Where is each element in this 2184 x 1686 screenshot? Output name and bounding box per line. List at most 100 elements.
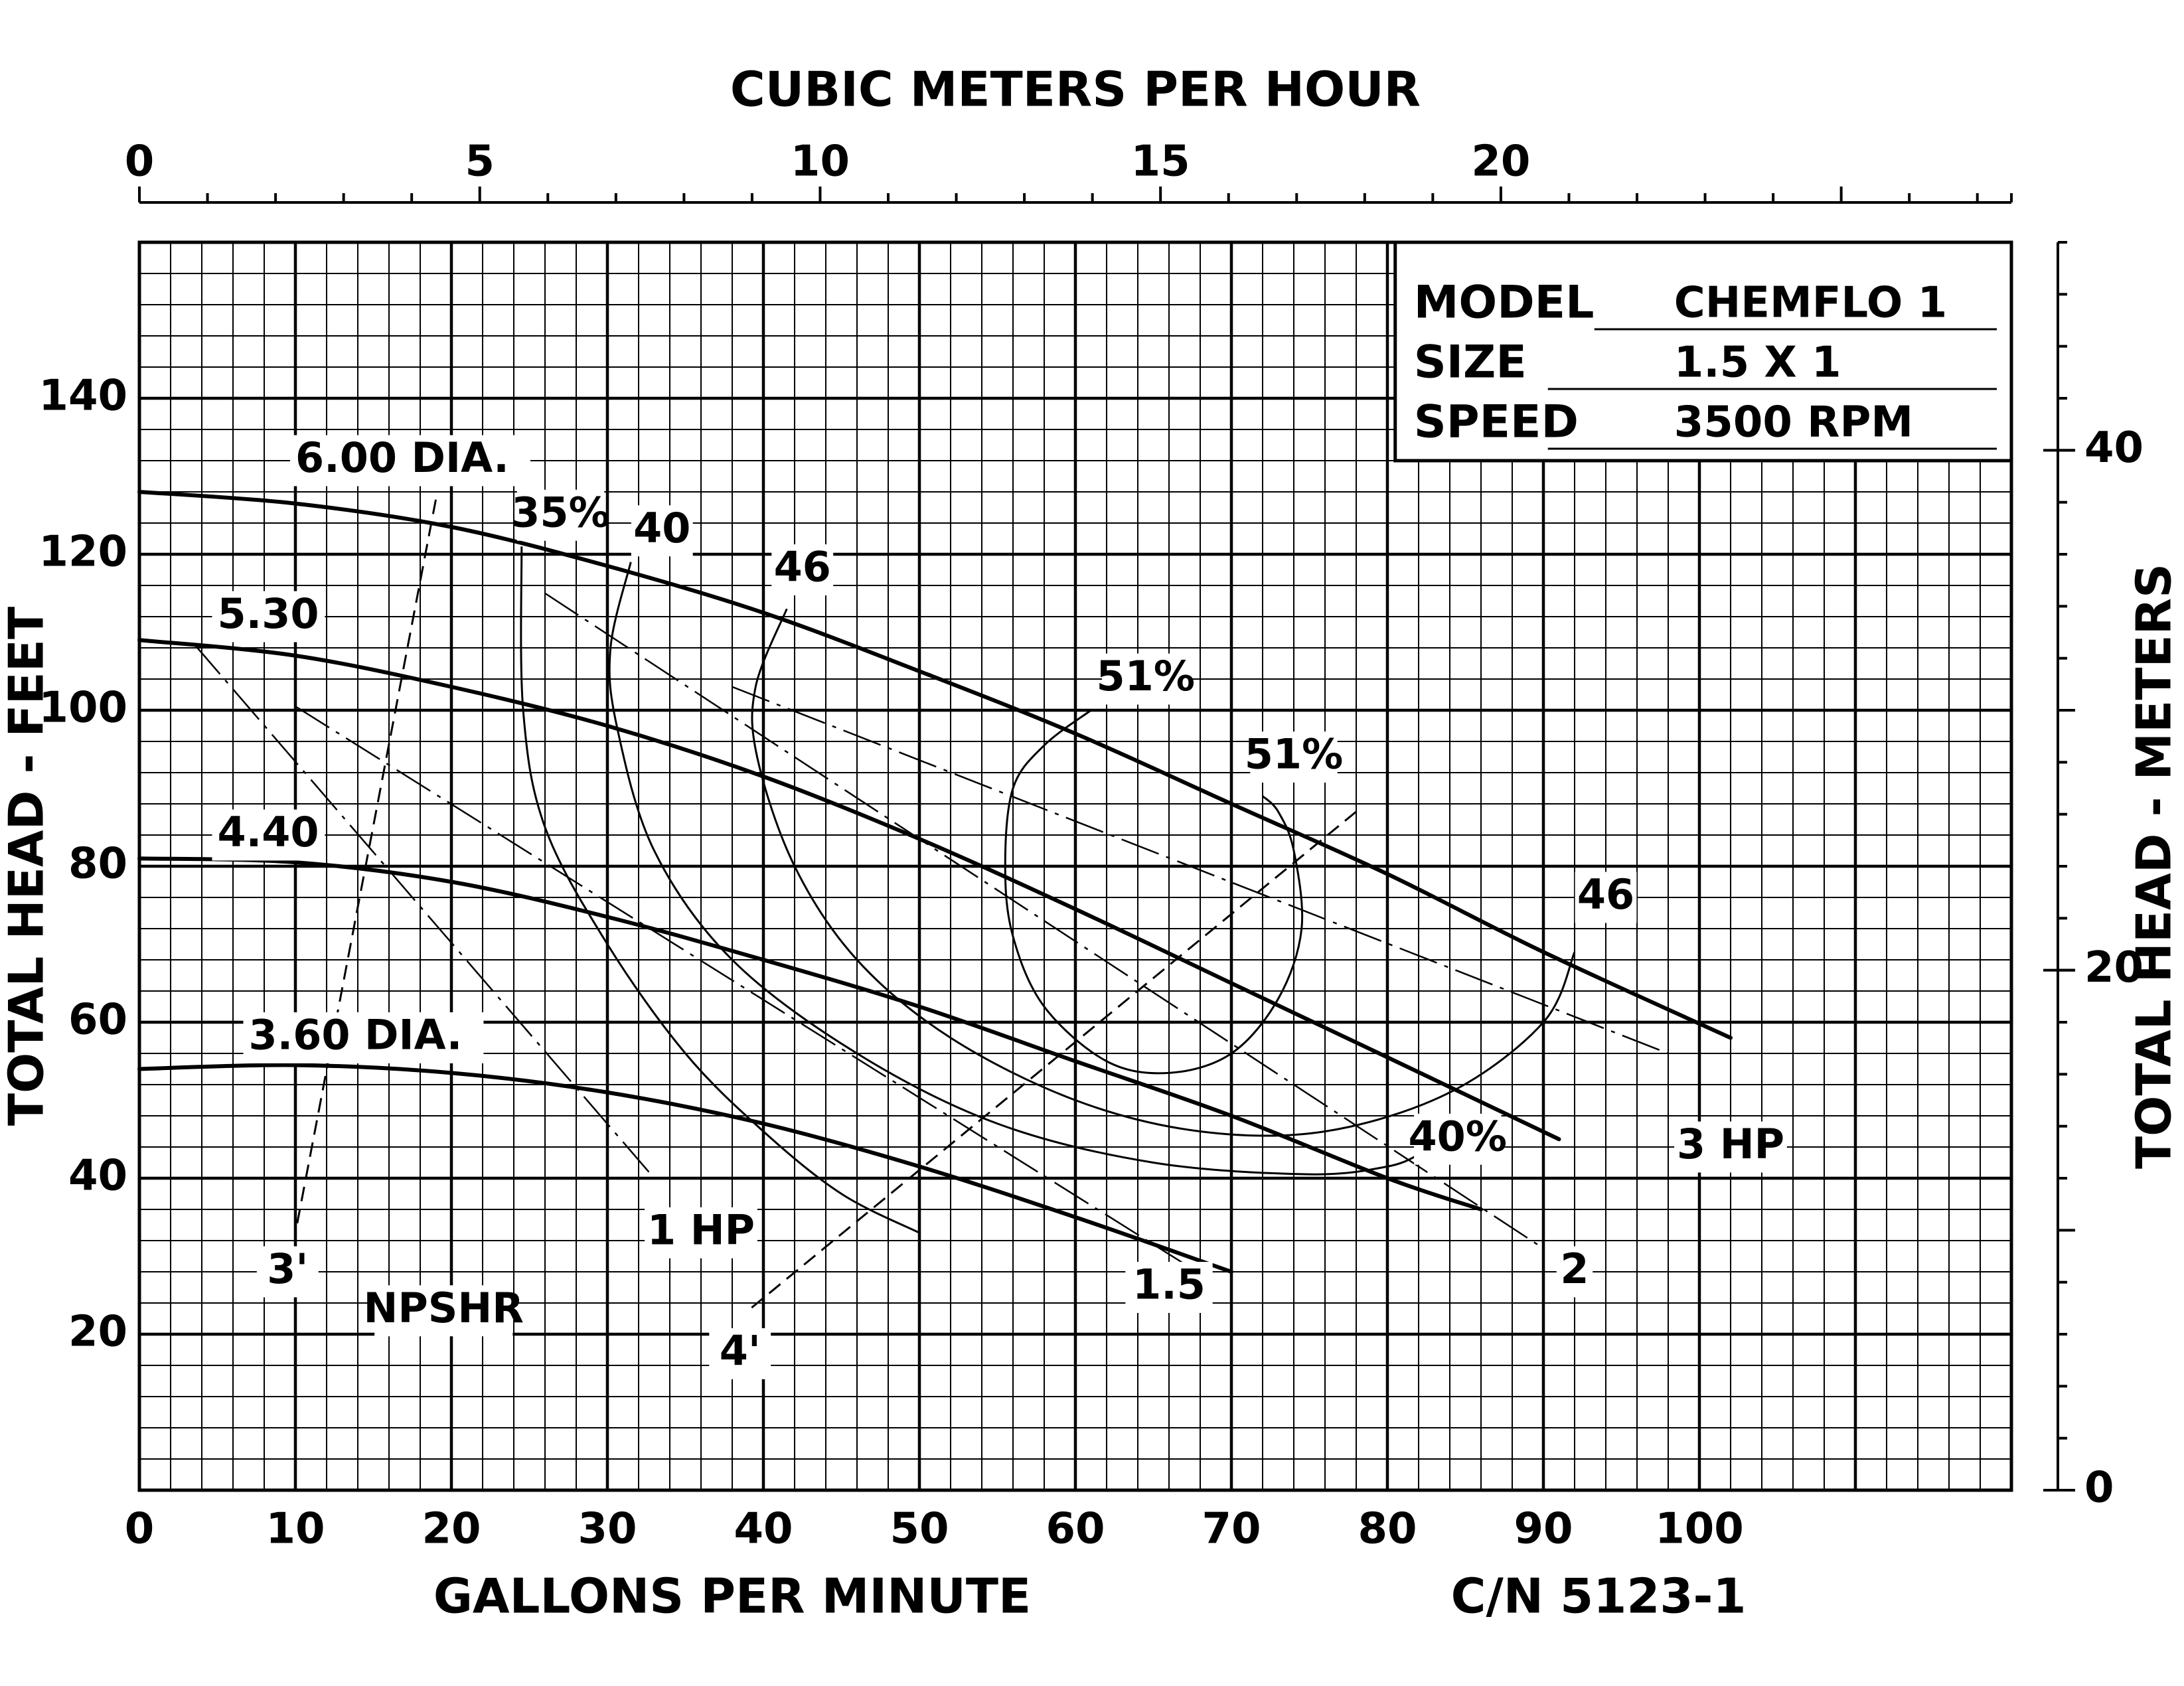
efficiency-label-3: 51% bbox=[1097, 652, 1195, 700]
head-curve-label-0-bg bbox=[290, 435, 530, 487]
power-line-label-0: 1 HP bbox=[647, 1205, 755, 1254]
info-key-speed: SPEED bbox=[1414, 396, 1579, 449]
head-curve-label-0-group: 6.00 DIA. bbox=[290, 433, 530, 487]
y-tick-label: 60 bbox=[68, 996, 127, 1045]
head-curve-2 bbox=[137, 856, 1483, 1211]
npshr-line-0 bbox=[294, 499, 437, 1233]
npshr-line-label-1: 4' bbox=[720, 1326, 761, 1375]
efficiency-curve-0 bbox=[520, 546, 920, 1234]
top-tick-label: 5 bbox=[465, 137, 495, 187]
info-value-model: CHEMFLO 1 bbox=[1674, 279, 1947, 328]
right-tick-label: 0 bbox=[2084, 1464, 2114, 1513]
power-line-3 bbox=[732, 686, 1669, 1055]
power-line-label-1-bg bbox=[1125, 1262, 1213, 1313]
top-tick-label: 10 bbox=[791, 137, 850, 187]
x-tick-label: 30 bbox=[578, 1505, 637, 1554]
efficiency-label-2: 46 bbox=[774, 543, 831, 591]
power-line-label-3: 3 HP bbox=[1677, 1120, 1784, 1168]
efficiency-label-4: 51% bbox=[1245, 730, 1343, 779]
efficiency-label-0: 35% bbox=[511, 488, 609, 536]
head-curve-label-3-group: 3.60 DIA. bbox=[243, 1011, 484, 1063]
efficiency-label-6-group: 40% bbox=[1409, 1112, 1507, 1165]
info-box-frame bbox=[1393, 240, 2013, 463]
head-curve-3 bbox=[137, 1063, 1233, 1274]
info-key-model: MODEL bbox=[1414, 277, 1595, 329]
efficiency-label-6: 40% bbox=[1409, 1112, 1507, 1160]
y-tick-label: 40 bbox=[68, 1152, 127, 1201]
efficiency-label-6-bg bbox=[1414, 1113, 1502, 1165]
efficiency-label-5-group: 46 bbox=[1575, 870, 1637, 923]
x-tick-label: 100 bbox=[1655, 1505, 1744, 1554]
head-curve-0 bbox=[137, 490, 1733, 1040]
efficiency-label-5: 46 bbox=[1577, 870, 1634, 919]
x-tick-label: 20 bbox=[422, 1505, 481, 1554]
efficiency-label-0-bg bbox=[516, 489, 605, 541]
npshr-label-bg bbox=[374, 1285, 513, 1337]
power-line-label-2-group: 2 bbox=[1556, 1245, 1593, 1298]
power-line-label-1: 1.5 bbox=[1132, 1261, 1206, 1309]
top-tick-label: 15 bbox=[1131, 137, 1190, 187]
npshr-label-group: NPSHR bbox=[363, 1284, 524, 1337]
power-line-label-2-bg bbox=[1556, 1246, 1593, 1298]
x-tick-label: 90 bbox=[1514, 1505, 1573, 1554]
efficiency-label-3-group: 51% bbox=[1097, 652, 1195, 705]
head-curve-label-2: 4.40 bbox=[218, 808, 319, 856]
npshr-line-label-0-group: 3' bbox=[256, 1245, 319, 1298]
y-tick-label: 20 bbox=[68, 1308, 127, 1357]
x-tick-label: 0 bbox=[125, 1505, 155, 1554]
power-line-1 bbox=[295, 706, 1186, 1265]
efficiency-curve-3 bbox=[1004, 709, 1304, 1075]
npshr-line-label-0: 3' bbox=[267, 1245, 308, 1293]
x-axis-title: GALLONS PER MINUTE bbox=[433, 1569, 1031, 1624]
efficiency-curve-2 bbox=[751, 608, 1576, 1137]
power-line-label-3-group: 3 HP bbox=[1674, 1120, 1787, 1173]
efficiency-label-2-group: 46 bbox=[771, 543, 834, 595]
y-tick-label: 140 bbox=[39, 372, 127, 421]
efficiency-label-0-group: 35% bbox=[511, 488, 610, 541]
power-line-label-0-bg bbox=[645, 1207, 757, 1259]
efficiency-curve-1 bbox=[608, 562, 1419, 1176]
npshr-line-label-0-bg bbox=[256, 1246, 319, 1298]
efficiency-label-5-bg bbox=[1575, 872, 1637, 923]
power-line-label-0-group: 1 HP bbox=[645, 1205, 757, 1259]
x-tick-label: 50 bbox=[890, 1505, 949, 1554]
x-tick-label: 40 bbox=[734, 1505, 793, 1554]
x-tick-label: 70 bbox=[1202, 1505, 1261, 1554]
head-curve-label-2-bg bbox=[212, 809, 325, 861]
head-curve-label-3: 3.60 DIA. bbox=[249, 1011, 463, 1059]
x-tick-label: 60 bbox=[1046, 1505, 1105, 1554]
head-curve-label-1: 5.30 bbox=[218, 589, 319, 638]
plot-border bbox=[137, 240, 2013, 1492]
catalog-number: C/N 5123-1 bbox=[1451, 1569, 1747, 1624]
y-axis-title: TOTAL HEAD - FEET bbox=[0, 607, 54, 1126]
power-line-label-3-bg bbox=[1674, 1121, 1787, 1173]
npshr-line-label-1-bg bbox=[709, 1328, 771, 1379]
npshr-label: NPSHR bbox=[363, 1284, 524, 1332]
efficiency-label-4-group: 51% bbox=[1245, 730, 1343, 783]
info-value-size: 1.5 X 1 bbox=[1674, 339, 1841, 388]
y-tick-label: 120 bbox=[39, 528, 127, 577]
x-tick-label: 10 bbox=[266, 1505, 325, 1554]
power-line-label-1-group: 1.5 bbox=[1125, 1261, 1213, 1313]
head-curve-label-3-bg bbox=[243, 1012, 484, 1063]
x-tick-label: 80 bbox=[1358, 1505, 1417, 1554]
right-tick-label: 20 bbox=[2084, 943, 2144, 992]
power-line-0 bbox=[193, 643, 655, 1179]
power-line-2 bbox=[544, 592, 1544, 1249]
top-tick-label: 20 bbox=[1471, 137, 1530, 187]
head-curve-label-1-group: 5.30 bbox=[212, 589, 325, 643]
info-key-size: SIZE bbox=[1414, 337, 1527, 389]
chart-curves bbox=[137, 490, 1733, 1312]
info-value-speed: 3500 RPM bbox=[1674, 398, 1913, 447]
efficiency-label-2-bg bbox=[771, 544, 834, 595]
efficiency-label-4-bg bbox=[1250, 731, 1338, 783]
top-tick-label: 0 bbox=[125, 137, 155, 187]
efficiency-label-1-bg bbox=[631, 505, 693, 557]
right-axis-title: TOTAL HEAD - METERS bbox=[2126, 564, 2182, 1169]
head-curve-label-2-group: 4.40 bbox=[212, 808, 325, 861]
info-box: MODEL CHEMFLO 1 SIZE 1.5 X 1 SPEED 3500 RPM bbox=[1393, 240, 2013, 463]
y-tick-label: 80 bbox=[68, 840, 127, 889]
top-axis-title: CUBIC METERS PER HOUR bbox=[730, 62, 1421, 117]
